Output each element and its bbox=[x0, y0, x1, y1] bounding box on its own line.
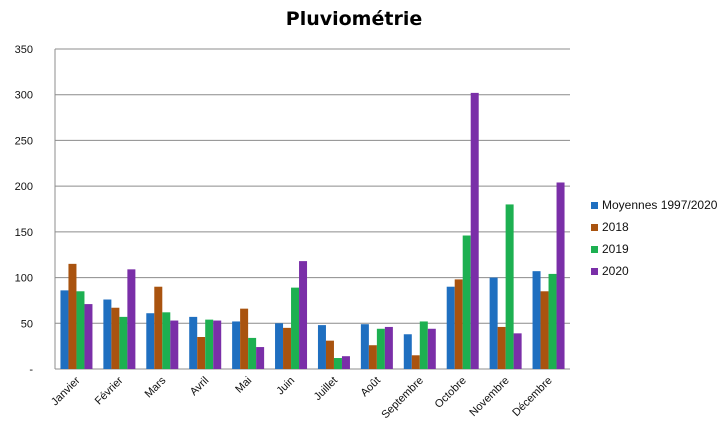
x-tick-label: Décembre bbox=[510, 375, 554, 419]
bar bbox=[462, 235, 471, 369]
bar bbox=[162, 312, 171, 369]
y-tick-label: 250 bbox=[15, 135, 33, 147]
bar bbox=[341, 356, 350, 369]
bar bbox=[197, 337, 206, 369]
bar bbox=[248, 337, 257, 369]
x-tick-label: Février bbox=[93, 374, 126, 407]
bar bbox=[454, 279, 463, 369]
bar bbox=[103, 299, 112, 369]
bar bbox=[325, 340, 334, 369]
bar bbox=[540, 291, 549, 369]
bar bbox=[368, 345, 377, 369]
bar bbox=[489, 277, 498, 369]
bar bbox=[232, 321, 241, 369]
bar bbox=[446, 286, 455, 369]
bar bbox=[470, 92, 479, 369]
bar bbox=[205, 319, 214, 369]
bar bbox=[497, 326, 506, 369]
bar bbox=[275, 323, 284, 369]
bar bbox=[513, 333, 522, 369]
legend-swatch bbox=[591, 246, 598, 253]
bar bbox=[154, 286, 163, 369]
bar bbox=[76, 291, 85, 369]
bar bbox=[170, 320, 179, 369]
y-tick-label: 200 bbox=[15, 181, 33, 193]
bar bbox=[111, 307, 120, 369]
y-tick-label: 50 bbox=[21, 318, 33, 330]
x-tick-label: Mars bbox=[143, 374, 169, 400]
x-tick-label: Septembre bbox=[379, 375, 426, 422]
legend-swatch bbox=[591, 268, 598, 275]
x-tick-label: Novembre bbox=[467, 375, 511, 419]
bar bbox=[68, 263, 77, 369]
bar bbox=[256, 347, 265, 369]
bar bbox=[213, 320, 222, 369]
x-tick-label: Juillet bbox=[312, 375, 340, 403]
bar bbox=[189, 316, 198, 369]
bar bbox=[427, 328, 436, 369]
x-tick-label: Août bbox=[359, 375, 383, 399]
legend-label: Moyennes 1997/2020 bbox=[602, 198, 717, 212]
bar bbox=[283, 327, 292, 369]
chart-title: Pluviométrie bbox=[285, 8, 423, 30]
bar bbox=[532, 271, 541, 369]
y-tick-label: 100 bbox=[15, 273, 33, 285]
legend-label: 2019 bbox=[602, 242, 629, 256]
bar bbox=[60, 290, 69, 369]
bar bbox=[299, 261, 308, 369]
bar bbox=[333, 358, 342, 369]
bar bbox=[376, 328, 385, 369]
legend-swatch bbox=[591, 202, 598, 209]
bar bbox=[84, 304, 93, 369]
bar bbox=[240, 308, 249, 369]
bar bbox=[127, 269, 136, 369]
bar bbox=[411, 355, 420, 369]
bar bbox=[384, 326, 393, 369]
y-tick-label: 350 bbox=[15, 44, 33, 56]
bar bbox=[419, 321, 428, 369]
x-tick-label: Janvier bbox=[49, 374, 83, 408]
y-tick-label: 300 bbox=[15, 90, 33, 102]
legend-label: 2018 bbox=[602, 220, 629, 234]
y-tick-label: - bbox=[29, 364, 33, 376]
bar bbox=[317, 325, 326, 369]
x-tick-label: Juin bbox=[274, 375, 297, 398]
legend-swatch bbox=[591, 224, 598, 231]
bar bbox=[146, 313, 155, 369]
bar bbox=[291, 287, 300, 369]
x-tick-label: Mai bbox=[233, 375, 254, 396]
x-tick-label: Avril bbox=[188, 375, 211, 398]
legend-label: 2020 bbox=[602, 264, 629, 278]
bar bbox=[119, 316, 128, 369]
bar bbox=[360, 324, 369, 369]
bar bbox=[403, 334, 412, 369]
bar bbox=[548, 273, 557, 369]
bar bbox=[505, 204, 514, 369]
bar bbox=[556, 182, 565, 369]
x-tick-label: Octobre bbox=[433, 375, 469, 411]
y-tick-label: 150 bbox=[15, 227, 33, 239]
